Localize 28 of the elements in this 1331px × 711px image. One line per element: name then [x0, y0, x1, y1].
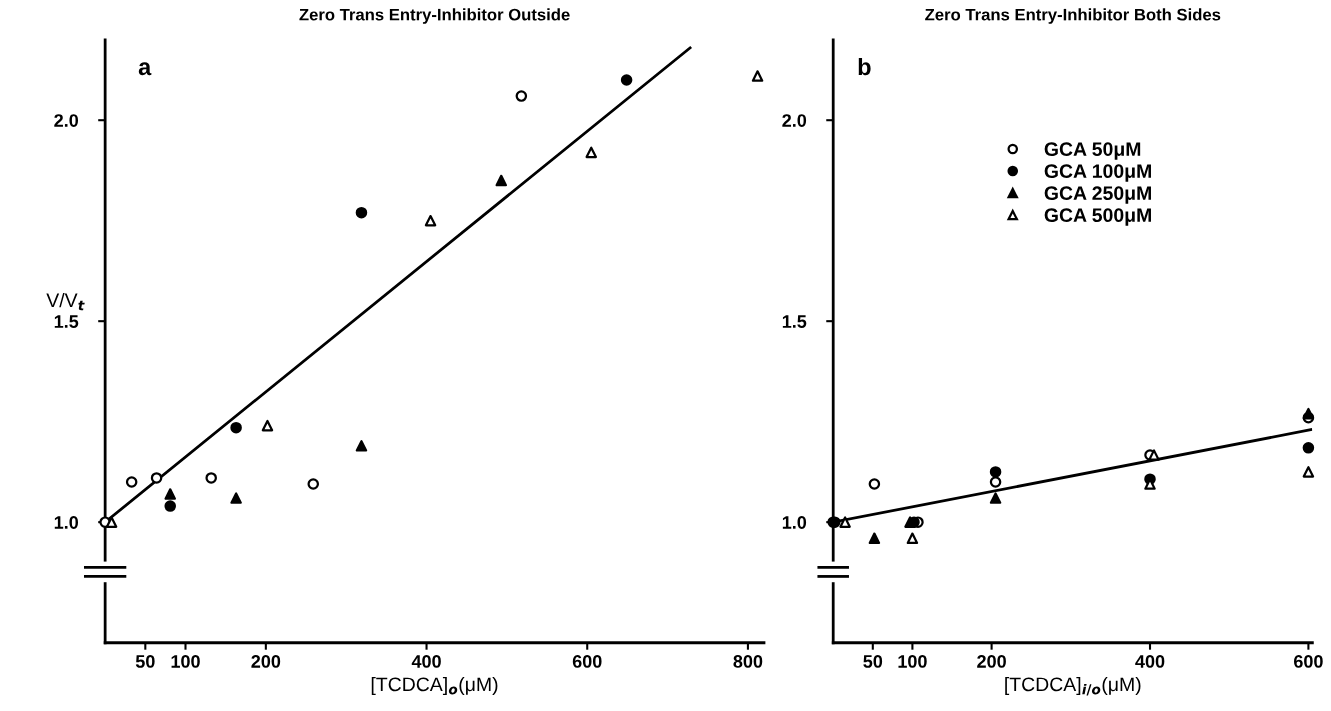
x-tick-label: 400 — [1135, 655, 1165, 668]
x-tick-label: 50 — [863, 655, 883, 668]
x-tick-label: 200 — [251, 655, 281, 668]
y-axis-title: V/V$_{t}$ — [46, 292, 85, 311]
y-tick-label: 1.5 — [54, 315, 79, 328]
x-tick-label: 400 — [411, 655, 441, 668]
legend-label: GCA 50μM — [1044, 142, 1141, 160]
x-tick-label: 100 — [171, 655, 200, 668]
x-tick-label: 600 — [1294, 655, 1323, 668]
y-tick-label: 1.5 — [782, 315, 807, 328]
annotation: b — [858, 57, 871, 76]
chart-title: Zero Trans Entry-Inhibitor Both Sides — [925, 8, 1221, 24]
y-tick-label: 2.0 — [782, 114, 807, 127]
legend-label: GCA 500μM — [1044, 208, 1151, 226]
x-tick-label: 800 — [733, 655, 763, 668]
y-tick-label: 1.0 — [54, 516, 79, 529]
x-tick-label: 200 — [977, 655, 1006, 668]
legend-label: GCA 250μM — [1044, 186, 1151, 204]
annotation: a — [138, 62, 152, 76]
chart-title: Zero Trans Entry-Inhibitor Outside — [299, 8, 570, 24]
x-tick-label: 600 — [572, 655, 602, 668]
x-axis-title: [TCDCA]$_{i/o}$(μM) — [1005, 676, 1141, 696]
x-tick-label: 100 — [898, 655, 927, 668]
y-tick-label: 1.0 — [782, 516, 807, 529]
y-tick-label: 2.0 — [54, 114, 79, 127]
x-tick-label: 50 — [135, 655, 155, 668]
x-axis-title: [TCDCA]$_{o}$(μM) — [371, 676, 498, 696]
legend-label: GCA 100μM — [1044, 164, 1151, 182]
